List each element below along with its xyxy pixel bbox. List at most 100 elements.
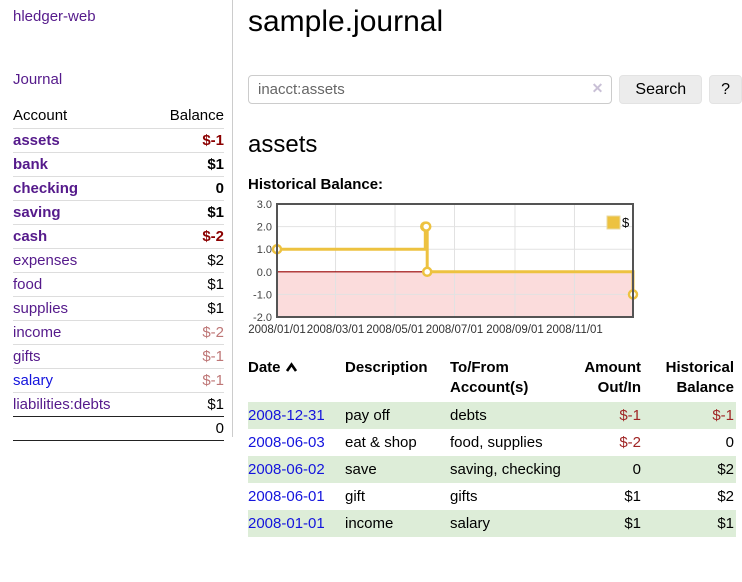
- transaction-description: income: [345, 515, 394, 532]
- account-row-expenses: expenses $2: [13, 248, 224, 273]
- svg-text:-2.0: -2.0: [253, 312, 272, 324]
- transaction-amount: $-2: [619, 434, 641, 451]
- account-link-checking[interactable]: checking: [13, 180, 79, 197]
- clear-search-icon[interactable]: ✕: [591, 80, 604, 96]
- app-brand-link[interactable]: hledger-web: [13, 8, 96, 25]
- transaction-description: gift: [345, 488, 366, 505]
- register-row: 2008-06-01 gift gifts $1 $2: [248, 483, 736, 510]
- account-row-saving: saving $1: [13, 200, 224, 225]
- account-link-supplies[interactable]: supplies: [13, 300, 69, 317]
- svg-text:1.0: 1.0: [257, 244, 272, 256]
- transaction-date-link[interactable]: 2008-01-01: [248, 515, 325, 532]
- account-link-saving[interactable]: saving: [13, 204, 61, 221]
- account-link-food[interactable]: food: [13, 276, 43, 293]
- help-button[interactable]: ?: [709, 75, 742, 104]
- svg-text:2008/03/01: 2008/03/01: [307, 324, 365, 336]
- account-link-liabilities-debts[interactable]: liabilities:debts: [13, 396, 111, 413]
- account-link-expenses[interactable]: expenses: [13, 252, 78, 269]
- account-link-bank[interactable]: bank: [13, 156, 49, 173]
- svg-text:2.0: 2.0: [257, 222, 272, 234]
- account-link-assets[interactable]: assets: [13, 132, 60, 149]
- transaction-amount: $-1: [619, 407, 641, 424]
- transaction-amount: $1: [624, 488, 641, 505]
- transaction-accounts: debts: [450, 407, 487, 424]
- account-balance: $-1: [148, 368, 224, 393]
- sidebar-item-journal[interactable]: Journal: [13, 71, 63, 88]
- svg-text:0.0: 0.0: [257, 267, 272, 279]
- chart-label: Historical Balance:: [248, 176, 384, 193]
- account-row-supplies: supplies $1: [13, 296, 224, 321]
- account-balance: $1: [148, 152, 224, 177]
- accounts-header-balance: Balance: [169, 107, 224, 124]
- account-balance: $1: [148, 272, 224, 297]
- account-row-gifts: gifts $-1: [13, 344, 224, 369]
- search-input[interactable]: [248, 75, 613, 104]
- register-row: 2008-06-03 eat & shop food, supplies $-2…: [248, 429, 736, 456]
- register-header-date[interactable]: Date: [248, 356, 345, 402]
- account-link-salary[interactable]: salary: [13, 372, 54, 389]
- svg-text:2008/05/01: 2008/05/01: [366, 324, 424, 336]
- register-header-row: Date Description To/From Account(s) Amou…: [248, 356, 736, 402]
- account-balance: $1: [148, 200, 224, 225]
- main-content: sample.journal ✕ Search ? assets Histori…: [248, 0, 742, 537]
- account-balance: 0: [148, 176, 224, 201]
- transaction-date-link[interactable]: 2008-12-31: [248, 407, 325, 424]
- transaction-accounts: saving, checking: [450, 461, 561, 478]
- transaction-balance: $2: [717, 461, 734, 478]
- account-balance: $-2: [148, 224, 224, 249]
- register-table: Date Description To/From Account(s) Amou…: [248, 356, 736, 537]
- account-balance: $1: [148, 296, 224, 321]
- transaction-description: eat & shop: [345, 434, 417, 451]
- transaction-amount: 0: [632, 461, 641, 478]
- account-link-cash[interactable]: cash: [13, 228, 48, 245]
- page-title: sample.journal: [248, 5, 444, 38]
- search-button[interactable]: Search: [619, 75, 703, 104]
- historical-balance-chart: $3.0 2.0 1.0 0.0 -1.0 -2.0 2008/01/01 2008/03/0…: [248, 199, 742, 340]
- accounts-table: Account Balance assets $-1 bank $1 check…: [13, 104, 224, 441]
- account-row-salary: salary $-1: [13, 368, 224, 393]
- svg-text:3.0: 3.0: [257, 199, 272, 211]
- transaction-balance: $2: [717, 488, 734, 505]
- transaction-balance: $1: [717, 515, 734, 532]
- transaction-date-link[interactable]: 2008-06-03: [248, 434, 325, 451]
- account-balance: $-1: [148, 344, 224, 369]
- sidebar: hledger-web Journal Account Balance asse…: [0, 0, 233, 441]
- accounts-table-header: Account Balance: [13, 104, 224, 129]
- transaction-balance: $-1: [712, 407, 734, 424]
- search-bar: ✕ Search ?: [248, 75, 742, 104]
- svg-text:-1.0: -1.0: [253, 289, 272, 301]
- register-row: 2008-06-02 save saving, checking 0 $2: [248, 456, 736, 483]
- accounts-total-row: 0: [13, 416, 224, 441]
- accounts-header-account: Account: [13, 107, 68, 124]
- account-row-cash: cash $-2: [13, 224, 224, 249]
- register-row: 2008-01-01 income salary $1 $1: [248, 510, 736, 537]
- account-balance: $-1: [148, 128, 224, 153]
- svg-text:2008/01/01: 2008/01/01: [248, 324, 306, 336]
- account-row-bank: bank $1: [13, 152, 224, 177]
- transaction-accounts: food, supplies: [450, 434, 543, 451]
- account-balance: $2: [148, 248, 224, 273]
- account-row-food: food $1: [13, 272, 224, 297]
- account-link-income[interactable]: income: [13, 324, 62, 341]
- register-row: 2008-12-31 pay off debts $-1 $-1: [248, 402, 736, 429]
- transaction-description: pay off: [345, 407, 390, 424]
- register-header-accounts: To/From Account(s): [450, 359, 529, 396]
- transaction-date-link[interactable]: 2008-06-02: [248, 461, 325, 478]
- transaction-description: save: [345, 461, 377, 478]
- svg-text:2008/11/01: 2008/11/01: [546, 324, 603, 336]
- transaction-date-link[interactable]: 2008-06-01: [248, 488, 325, 505]
- svg-text:2008/09/01: 2008/09/01: [486, 324, 544, 336]
- transaction-balance: 0: [725, 434, 734, 451]
- transaction-amount: $1: [624, 515, 641, 532]
- account-row-assets: assets $-1: [13, 128, 224, 153]
- account-row-income: income $-2: [13, 320, 224, 345]
- sort-ascending-icon: [285, 359, 298, 379]
- account-balance: $-2: [148, 320, 224, 345]
- transaction-accounts: salary: [450, 515, 491, 532]
- register-header-balance: Historical Balance: [665, 359, 734, 396]
- accounts-total-value: 0: [148, 416, 224, 441]
- account-row-checking: checking 0: [13, 176, 224, 201]
- account-row-liabilities-debts: liabilities:debts $1: [13, 392, 224, 417]
- account-link-gifts[interactable]: gifts: [13, 348, 41, 365]
